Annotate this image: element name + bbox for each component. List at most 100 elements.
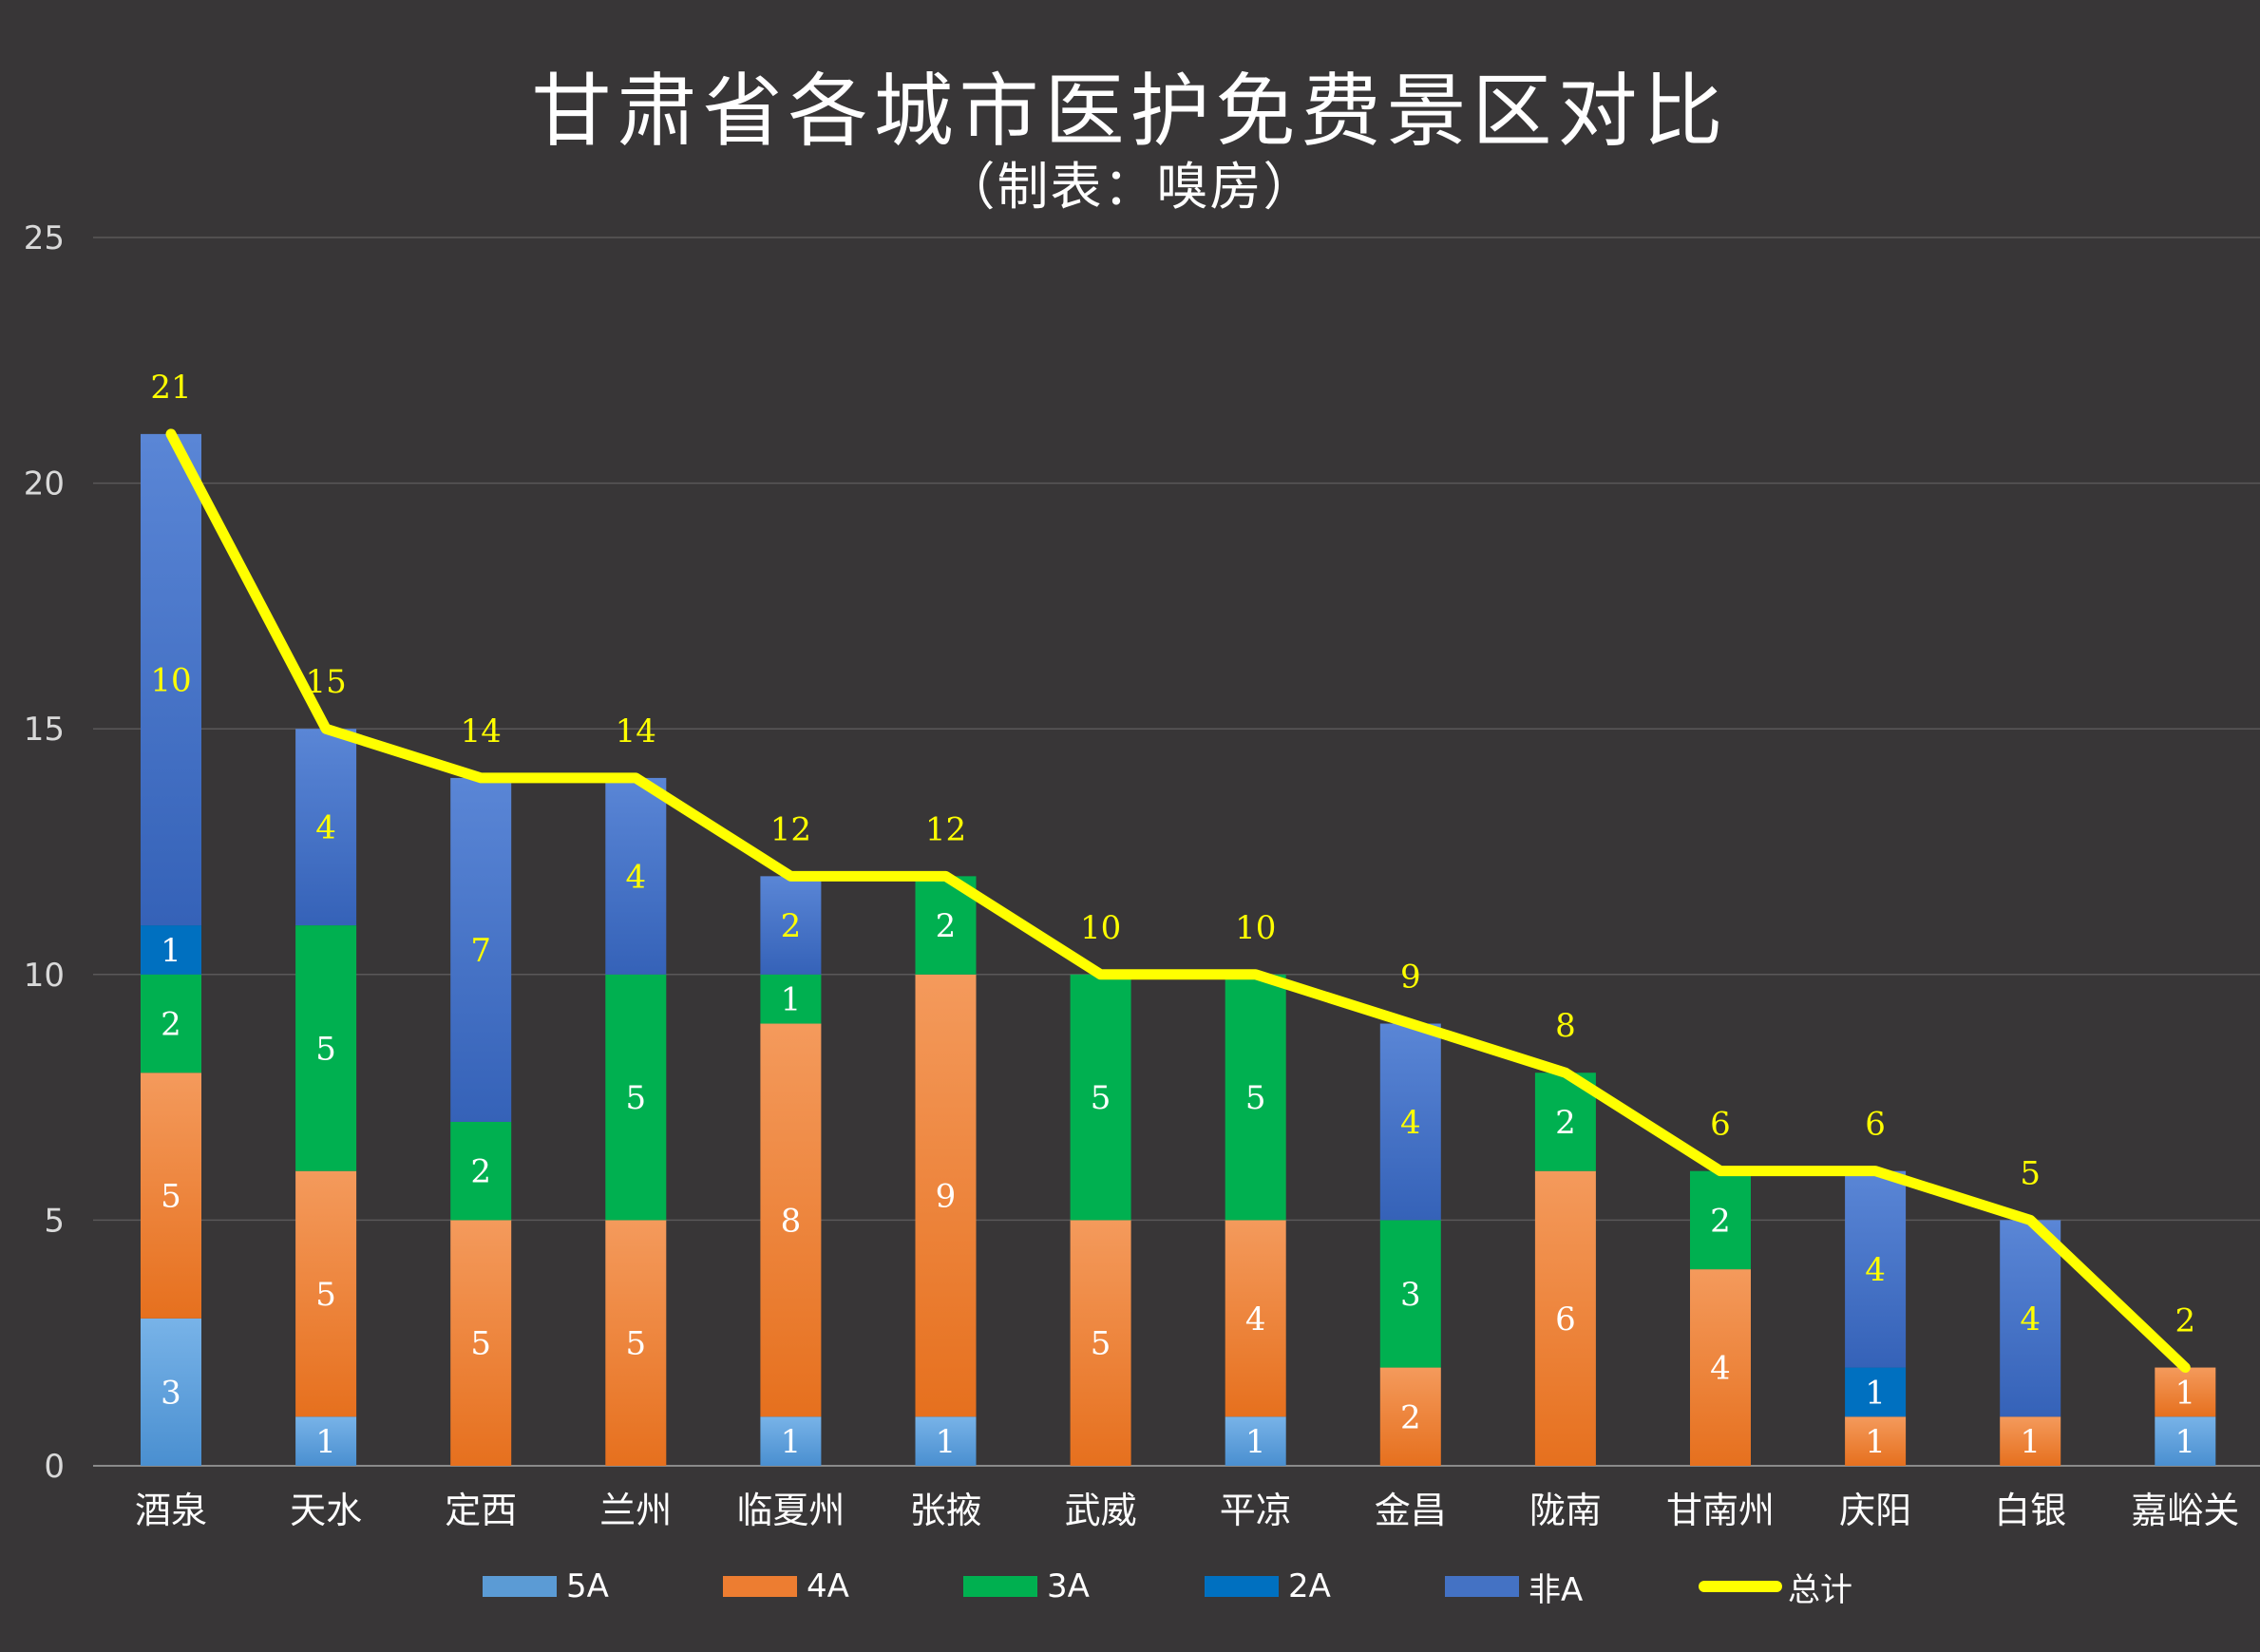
data-label: 7 [470,932,491,970]
total-label: 14 [461,712,502,750]
y-tick-label: 10 [24,957,65,995]
bar-segment-4A [141,1073,201,1319]
bar-segment-4A [915,974,977,1417]
bar-segment-5A [141,1318,201,1466]
data-label: 4 [315,809,336,847]
total-label: 5 [2020,1154,2041,1192]
data-label: 5 [315,1276,336,1314]
bar-segment-非A [605,777,667,975]
bar-segment-3A [450,1121,512,1221]
x-tick-label: 临夏州 [736,1490,845,1531]
x-tick-label: 庆阳 [1839,1490,1911,1531]
total-line [165,428,2191,1374]
data-label: 2 [781,907,802,945]
x-tick-label: 武威 [1065,1490,1137,1531]
legend-item: 3A [963,1558,1090,1615]
bar-segment-4A [1690,1269,1751,1466]
total-label: 12 [925,810,966,848]
bar-segment-3A [295,925,357,1171]
legend-label: 5A [566,1567,609,1605]
bar-segment-4A [605,1220,667,1466]
bar-segment-非A [2000,1220,2061,1417]
bar-segment-2A [141,925,201,975]
chart-legend: 5A 4A 3A 2A 非A 总计 [0,1558,2260,1615]
total-label: 15 [305,663,346,701]
legend-label: 2A [1288,1567,1331,1605]
chart-subtitle: （制表：嗅房） [943,157,1317,217]
bar-segment-4A [1534,1170,1596,1466]
data-label: 5 [470,1325,491,1363]
legend-item: 2A [1205,1558,1331,1615]
x-tick-label: 酒泉 [135,1490,207,1531]
data-label: 5 [1091,1325,1111,1363]
x-tick-label: 甘南州 [1666,1490,1775,1531]
bar-segment-3A [1690,1170,1751,1270]
data-label: 5 [161,1178,181,1216]
data-label: 1 [936,1423,957,1461]
data-label: 9 [936,1178,957,1216]
data-label: 2 [161,1006,181,1044]
data-label: 6 [1555,1301,1576,1339]
data-label: 3 [161,1374,181,1412]
total-label: 9 [1400,959,1421,997]
data-label: 1 [161,932,181,970]
bar-segment-3A [1070,974,1131,1221]
data-label: 1 [2175,1374,2195,1412]
data-label: 2 [470,1153,491,1191]
legend-swatch [1205,1576,1279,1597]
total-label: 10 [1080,909,1121,947]
bar-segment-2A [1845,1367,1907,1417]
bar-segment-非A [295,729,357,926]
legend-swatch [1699,1581,1782,1592]
bar-segment-4A [295,1170,357,1417]
data-label: 1 [2175,1423,2195,1461]
data-label: 1 [1865,1374,1886,1412]
data-label: 4 [1710,1350,1731,1388]
bar-segment-5A [1225,1416,1286,1466]
legend-swatch [723,1576,797,1597]
total-label: 14 [616,712,656,750]
data-label: 1 [781,1423,802,1461]
data-label: 5 [1245,1079,1266,1117]
bar-segment-4A [2000,1416,2061,1466]
bar-segment-4A [1070,1220,1131,1466]
legend-label: 3A [1047,1567,1090,1605]
total-label: 21 [150,369,191,407]
bar-segment-4A [2155,1367,2216,1417]
bar-segment-非A [1379,1023,1441,1221]
y-tick-label: 15 [24,711,65,749]
x-tick-label: 天水 [290,1490,362,1531]
bar-segment-4A [450,1220,512,1466]
data-label: 5 [315,1030,336,1068]
total-label: 6 [1865,1106,1886,1144]
data-label: 1 [1865,1423,1886,1461]
bar-segment-4A [1225,1220,1286,1417]
bar-segment-4A [1845,1416,1907,1466]
bar-segment-3A [760,974,822,1024]
total-label: 10 [1235,909,1276,947]
legend-label: 4A [807,1567,849,1605]
x-tick-label: 陇南 [1529,1490,1602,1531]
bar-segment-5A [295,1416,357,1466]
x-tick-label: 张掖 [909,1490,981,1531]
legend-swatch [483,1576,557,1597]
x-tick-label: 平凉 [1220,1490,1292,1531]
data-label: 4 [625,858,646,896]
data-label: 1 [781,981,802,1019]
legend-item: 非A [1445,1558,1583,1615]
bar-segment-非A [141,433,201,926]
bar-segment-3A [605,974,667,1221]
data-label: 1 [2020,1423,2041,1461]
data-label: 10 [150,661,191,699]
legend-label: 总计 [1788,1570,1852,1609]
total-label: 6 [1710,1106,1731,1144]
x-tick-label: 定西 [445,1490,517,1531]
data-label: 1 [315,1423,336,1461]
data-label: 8 [781,1202,802,1240]
data-label: 2 [936,907,957,945]
bar-segment-3A [1225,974,1286,1221]
data-label: 5 [625,1079,646,1117]
total-label: 12 [770,810,811,848]
data-label: 1 [1245,1423,1266,1461]
bar-segment-3A [1379,1220,1441,1368]
